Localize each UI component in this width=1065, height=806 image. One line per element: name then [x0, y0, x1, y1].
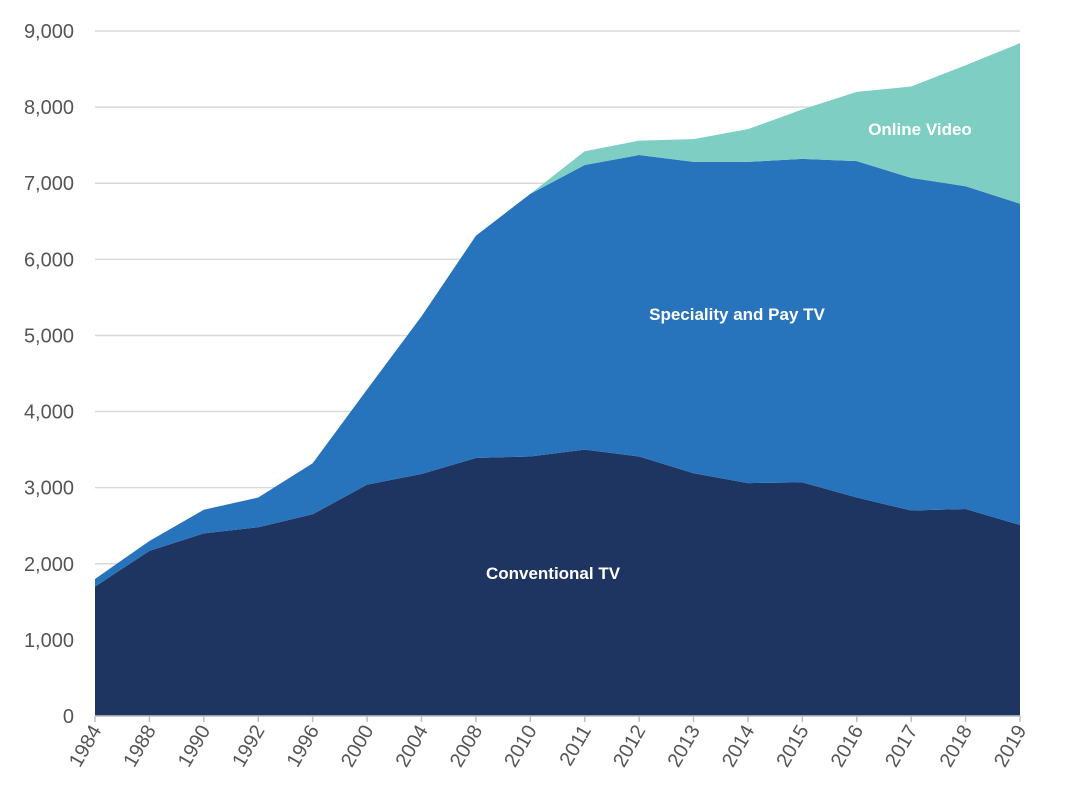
x-tick-label: 2004: [391, 722, 432, 772]
y-tick-label: 3,000: [24, 478, 74, 500]
y-tick-label: 9,000: [24, 21, 74, 43]
y-tick-label: 4,000: [24, 402, 74, 424]
series-labels: Conventional TV Speciality and Pay TV On…: [486, 120, 972, 583]
x-tick-label: 2008: [446, 722, 487, 772]
x-tick-label: 1992: [228, 722, 269, 772]
series-label-conventional-tv: Conventional TV: [486, 564, 621, 583]
x-tick-label: 2019: [990, 722, 1031, 772]
x-tick-label: 1996: [283, 722, 324, 772]
y-tick-label: 0: [63, 706, 74, 728]
x-tick-label: 2012: [609, 722, 650, 772]
x-tick-label: 2015: [772, 722, 813, 772]
y-tick-label: 6,000: [24, 249, 74, 271]
y-tick-label: 8,000: [24, 97, 74, 119]
area-speciality-and-pay-tv: [95, 155, 1020, 587]
y-tick-label: 1,000: [24, 630, 74, 652]
x-tick-label: 1988: [119, 722, 160, 772]
y-tick-label: 2,000: [24, 554, 74, 576]
area-series: [95, 43, 1020, 716]
x-tick-label: 2010: [500, 722, 541, 772]
area-conventional-tv: [95, 449, 1020, 716]
x-tick-label: 2018: [936, 722, 977, 772]
area-online-video: [95, 43, 1020, 580]
series-label-speciality-pay-tv: Speciality and Pay TV: [649, 305, 825, 324]
y-tick-label: 5,000: [24, 325, 74, 347]
x-tick-label: 1990: [174, 722, 215, 772]
x-tick-label: 2014: [718, 722, 759, 772]
x-tick-label: 2013: [664, 722, 705, 772]
x-tick-label: 2016: [827, 722, 868, 772]
x-tick-label: 1984: [65, 722, 106, 772]
series-label-online-video: Online Video: [868, 120, 972, 139]
x-tick-label: 2000: [337, 722, 378, 772]
y-tick-label: 7,000: [24, 173, 74, 195]
x-tick-label: 2011: [555, 722, 596, 770]
x-tick-label: 2017: [881, 722, 922, 772]
